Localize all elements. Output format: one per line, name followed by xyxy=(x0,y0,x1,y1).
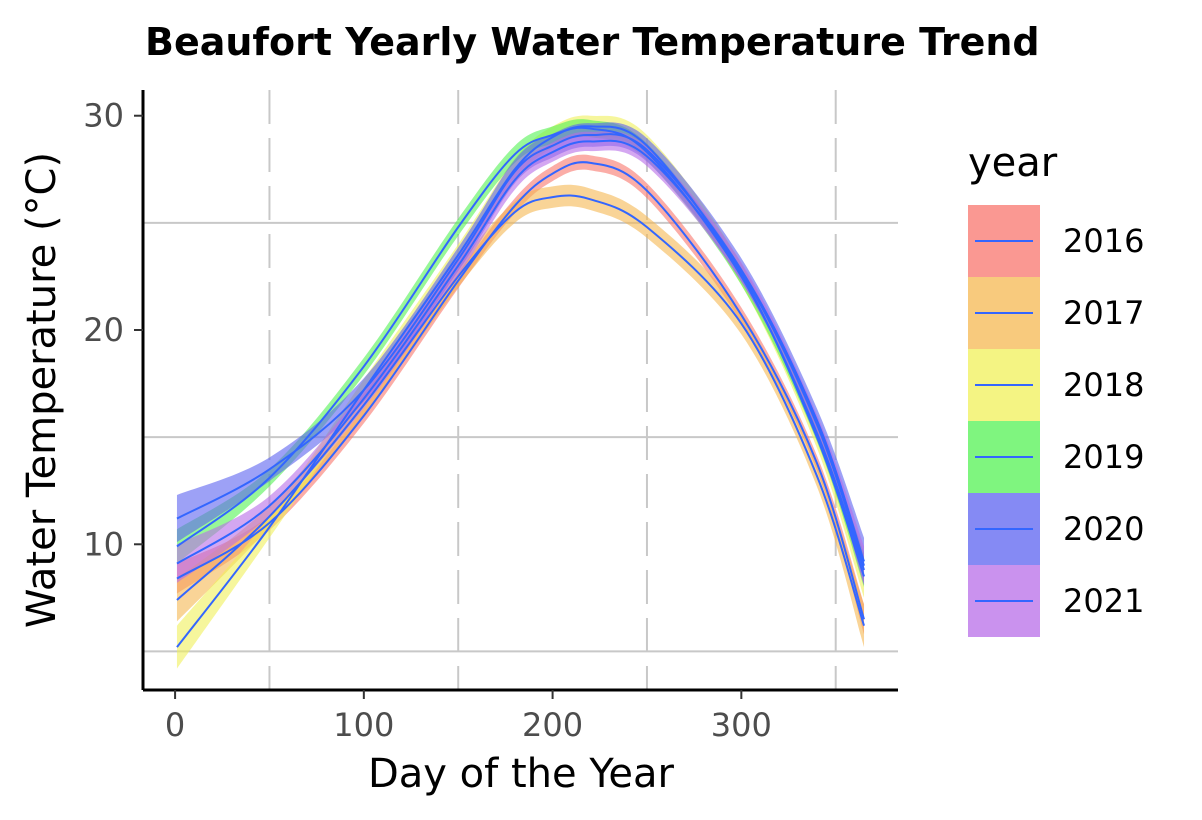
line-layer xyxy=(176,125,865,648)
y-tick-label: 20 xyxy=(83,311,124,349)
trend-line-2021 xyxy=(176,139,865,567)
x-tick-label: 0 xyxy=(165,706,185,744)
trend-line-2019 xyxy=(176,126,865,571)
tick-layer: 0 100 200 300 10 20 30 xyxy=(83,97,772,744)
axis-layer xyxy=(141,90,898,692)
trend-line-2020 xyxy=(176,133,865,562)
x-axis-title: Day of the Year xyxy=(368,751,675,797)
ribbon-2016 xyxy=(176,154,865,635)
legend-title: year xyxy=(968,140,1058,186)
legend-label-2021: 2021 xyxy=(1063,582,1144,620)
y-tick-label: 10 xyxy=(83,525,124,563)
y-tick-label: 30 xyxy=(83,97,124,135)
trend-line-2016 xyxy=(176,161,865,620)
legend-label-2020: 2020 xyxy=(1063,510,1144,548)
legend-label-2018: 2018 xyxy=(1063,366,1144,404)
legend: 2016 2017 2018 2019 2020 2021 xyxy=(968,205,1144,637)
x-tick-label: 100 xyxy=(333,706,394,744)
x-tick-label: 200 xyxy=(522,706,583,744)
legend-label-2019: 2019 xyxy=(1063,438,1144,476)
ribbon-2017 xyxy=(176,184,865,648)
legend-label-2016: 2016 xyxy=(1063,222,1144,260)
legend-label-2017: 2017 xyxy=(1063,294,1144,332)
trend-line-2017 xyxy=(176,194,865,627)
y-axis-title: Water Temperature (°C) xyxy=(19,152,65,628)
chart-title: Beaufort Yearly Water Temperature Trend xyxy=(145,20,1040,64)
x-tick-label: 300 xyxy=(711,706,772,744)
